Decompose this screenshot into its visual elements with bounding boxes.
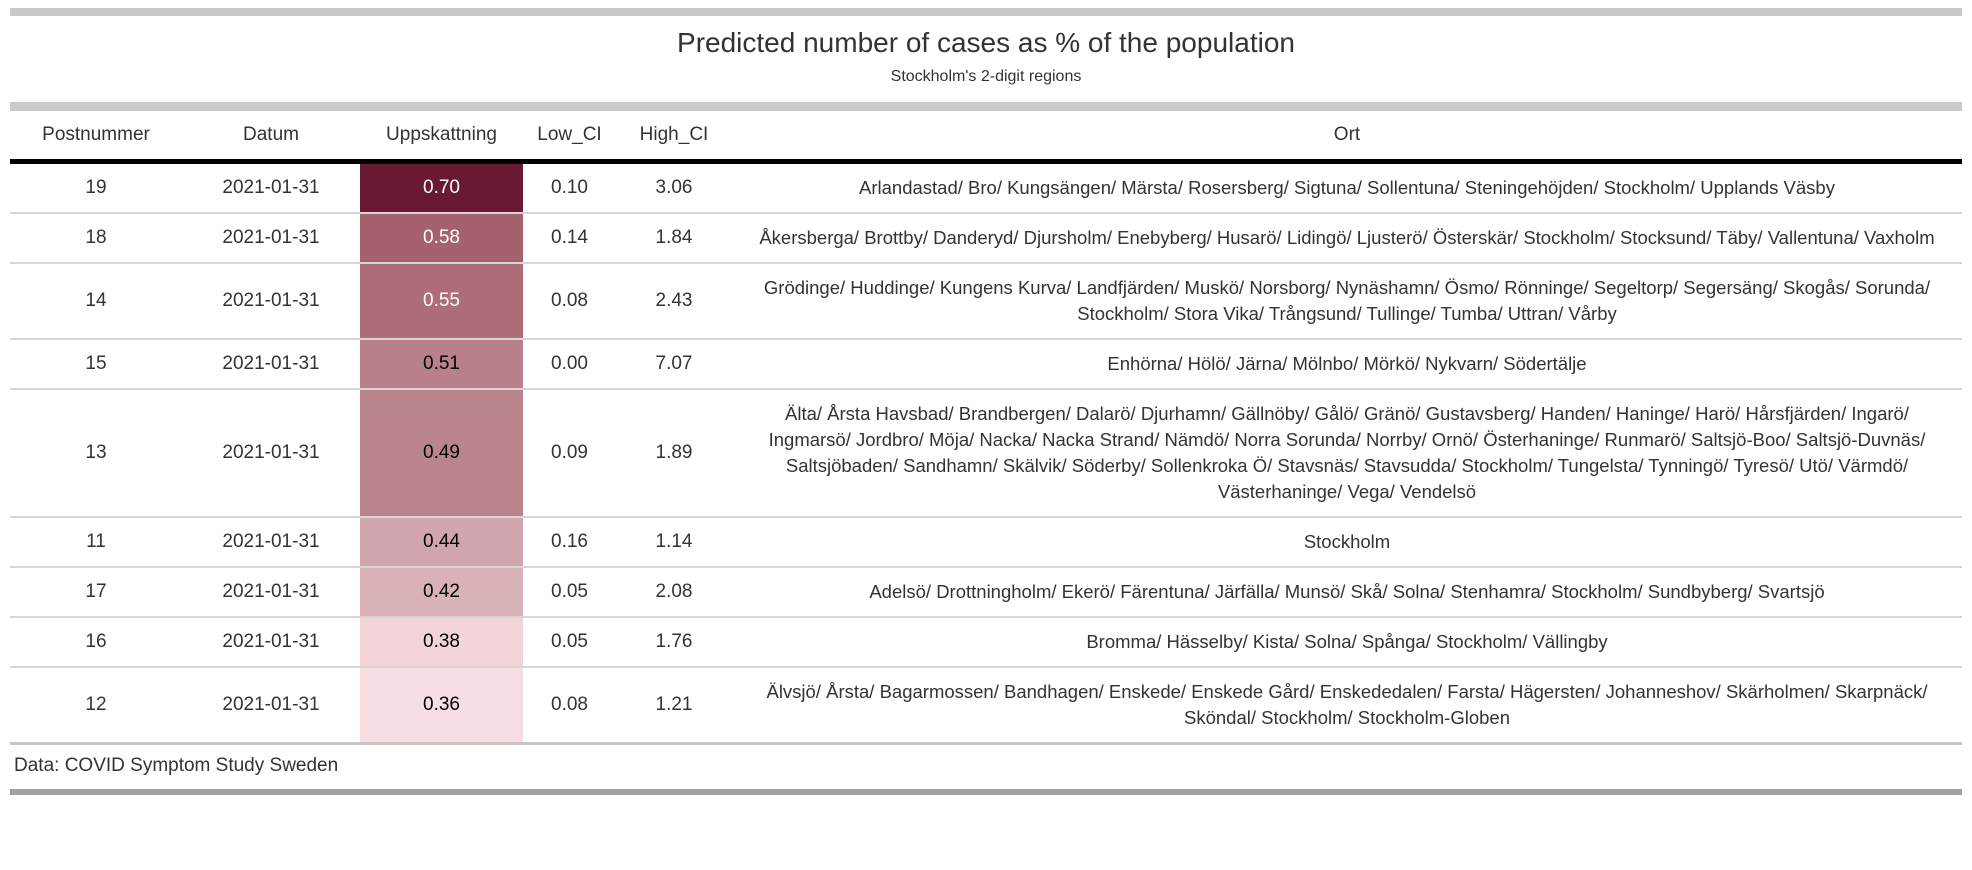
cell-datum: 2021-01-31: [182, 566, 360, 617]
cell-high-ci: 3.06: [655, 177, 693, 198]
data-table: Postnummer Datum Uppskattning Low_CI Hig…: [10, 102, 1962, 745]
cell-ort: Åkersberga/ Brottby/ Danderyd/ Djursholm…: [732, 212, 1962, 263]
cell-ort: Enhörna/ Hölö/ Järna/ Mölnbo/ Mörkö/ Nyk…: [732, 338, 1962, 389]
page-title: Predicted number of cases as % of the po…: [677, 27, 1295, 58]
column-header-ort: Ort: [732, 102, 1962, 164]
cell-postnummer: 15: [10, 338, 182, 389]
cell-low-ci: 0.05: [523, 566, 616, 617]
cell-uppskattning: 0.42: [360, 566, 523, 617]
cell-high-ci: 2.08: [616, 566, 732, 617]
cell-uppskattning: 0.36: [360, 666, 523, 745]
cell-datum: 2021-01-31: [182, 262, 360, 339]
column-header-datum: Datum: [182, 102, 360, 164]
cell-postnummer: 16: [10, 616, 182, 667]
table-row: 15 2021-01-31 0.51 0.00 7.07 Enhörna/ Hölö/ J…: [10, 338, 1962, 389]
cell-low-ci: 0.05: [523, 616, 616, 667]
table-row: 12 2021-01-31 0.36 0.08 1.21 Älvsjö/ Årsta/ B…: [10, 666, 1962, 745]
column-header-uppskattning: Uppskattning: [360, 102, 523, 164]
column-header-low-ci: Low_CI: [523, 102, 616, 164]
table-row: 14 2021-01-31 0.55 0.08 2.43 Grödinge/ Huddin…: [10, 262, 1962, 339]
column-header-high-ci: High_CI: [616, 102, 732, 164]
table-row: 18 2021-01-31 0.58 0.14 1.84 Åkersberga/ Brot…: [10, 212, 1962, 263]
cell-uppskattning: 0.51: [360, 338, 523, 389]
cell-low-ci: 0.09: [523, 388, 616, 517]
cell-postnummer: 14: [10, 262, 182, 339]
cell-ort: Bromma/ Hässelby/ Kista/ Solna/ Spånga/ …: [732, 616, 1962, 667]
cell-low-ci: 0.16: [523, 516, 616, 567]
cell-low-ci: 0.08: [523, 666, 616, 745]
table-row: 19 2021-01-31 0.70 0.10 3.06 Arlandastad/ Bro…: [10, 161, 1962, 213]
cell-low-ci: 0.08: [523, 262, 616, 339]
cell-datum: 2021-01-31: [182, 212, 360, 263]
cell-ort: Älvsjö/ Årsta/ Bagarmossen/ Bandhagen/ E…: [732, 666, 1962, 745]
source-note: Data: COVID Symptom Study Sweden: [14, 755, 339, 776]
cell-postnummer: 11: [10, 516, 182, 567]
table-row: 13 2021-01-31 0.49 0.09 1.89 Älta/ Årsta Havs…: [10, 388, 1962, 517]
cell-datum: 2021-01-31: [222, 177, 320, 198]
cell-ort: Adelsö/ Drottningholm/ Ekerö/ Färentuna/…: [732, 566, 1962, 617]
bottom-divider-bar: [10, 789, 1962, 795]
top-divider-bar: [10, 8, 1962, 16]
cell-high-ci: 1.14: [616, 516, 732, 567]
cell-datum: 2021-01-31: [182, 516, 360, 567]
cell-datum: 2021-01-31: [182, 388, 360, 517]
table-header: Postnummer Datum Uppskattning Low_CI Hig…: [10, 102, 1962, 164]
cell-uppskattning: 0.55: [360, 262, 523, 339]
table-row: 17 2021-01-31 0.42 0.05 2.08 Adelsö/ Drottnin…: [10, 566, 1962, 617]
table-page: Predicted number of cases as % of the po…: [10, 8, 1962, 795]
cell-high-ci: 1.76: [616, 616, 732, 667]
table-row: 16 2021-01-31 0.38 0.05 1.76 Bromma/ Hässelby…: [10, 616, 1962, 667]
cell-high-ci: 1.21: [616, 666, 732, 745]
table-header-row: Postnummer Datum Uppskattning Low_CI Hig…: [10, 102, 1962, 164]
cell-ort: Älta/ Årsta Havsbad/ Brandbergen/ Dalarö…: [732, 388, 1962, 517]
cell-high-ci: 1.84: [616, 212, 732, 263]
cell-postnummer: 13: [10, 388, 182, 517]
table-row: 11 2021-01-31 0.44 0.16 1.14 Stockholm: [10, 516, 1962, 567]
cell-uppskattning: 0.58: [360, 212, 523, 263]
cell-high-ci: 1.89: [616, 388, 732, 517]
column-header-postnummer: Postnummer: [10, 102, 182, 164]
cell-datum: 2021-01-31: [182, 616, 360, 667]
cell-postnummer: 19: [85, 177, 107, 198]
cell-postnummer: 18: [10, 212, 182, 263]
cell-postnummer: 17: [10, 566, 182, 617]
cell-high-ci: 2.43: [616, 262, 732, 339]
cell-low-ci: 0.14: [523, 212, 616, 263]
cell-ort: Arlandastad/ Bro/ Kungsängen/ Märsta/ Ro…: [859, 177, 1835, 198]
cell-ort: Grödinge/ Huddinge/ Kungens Kurva/ Landf…: [732, 262, 1962, 339]
cell-postnummer: 12: [10, 666, 182, 745]
cell-datum: 2021-01-31: [182, 338, 360, 389]
cell-uppskattning: 0.49: [360, 388, 523, 517]
page-subtitle: Stockholm's 2-digit regions: [890, 68, 1082, 85]
cell-uppskattning: 0.38: [360, 616, 523, 667]
table-body: 19 2021-01-31 0.70 0.10 3.06 Arlandastad/ Bro…: [10, 161, 1962, 745]
table-heading: Predicted number of cases as % of the po…: [10, 16, 1962, 102]
cell-low-ci: 0.00: [523, 338, 616, 389]
cell-high-ci: 7.07: [616, 338, 732, 389]
cell-uppskattning: 0.44: [360, 516, 523, 567]
cell-uppskattning: 0.70: [360, 161, 523, 213]
cell-datum: 2021-01-31: [182, 666, 360, 745]
cell-low-ci: 0.10: [551, 177, 588, 198]
cell-ort: Stockholm: [732, 516, 1962, 567]
